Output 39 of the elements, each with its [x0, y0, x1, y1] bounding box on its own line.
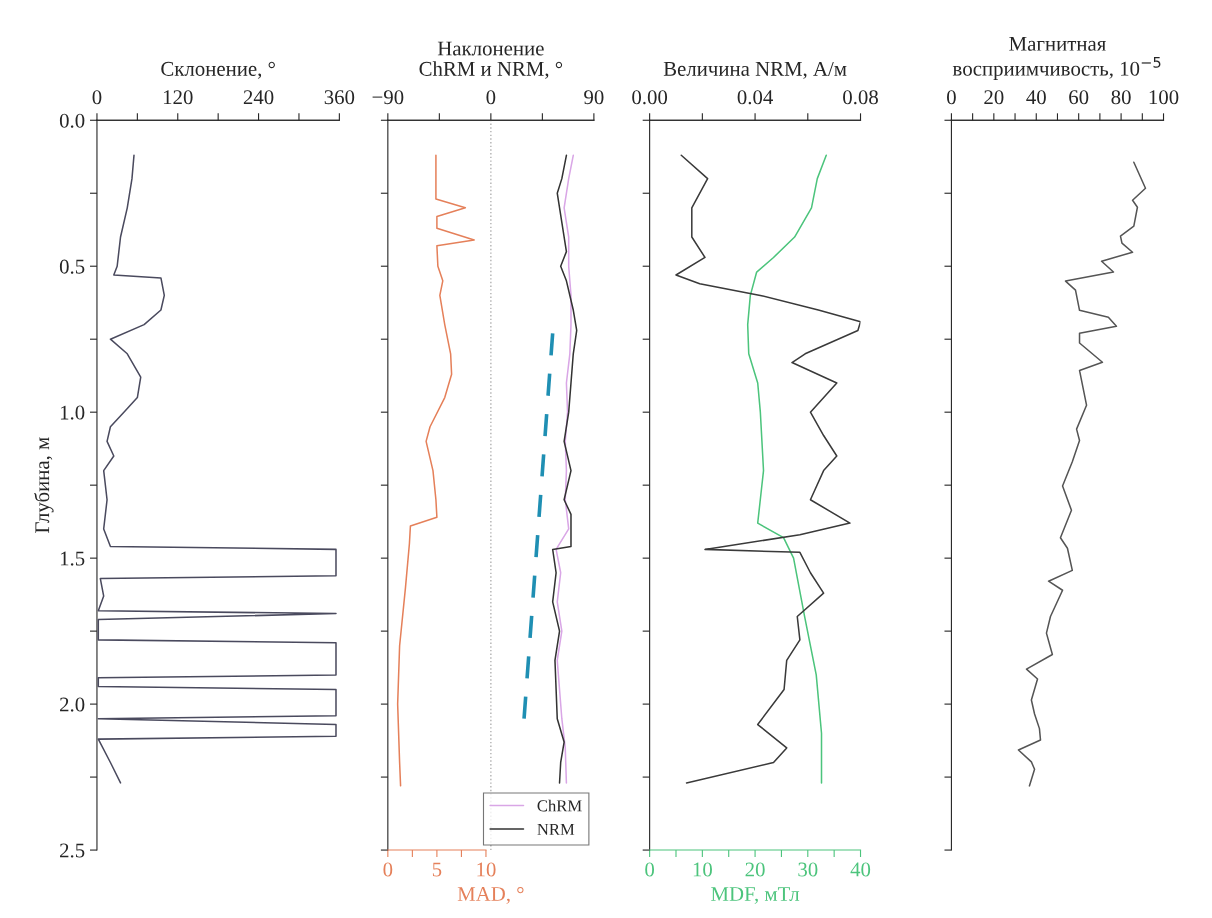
x2-tick-label: 20: [984, 90, 1004, 105]
x2-tick-label: 0: [486, 90, 496, 105]
x-tick-label: 0: [645, 862, 655, 877]
x2-tick-label: 90: [584, 90, 604, 105]
x-axis-title: MDF, мТл: [711, 887, 800, 904]
y-tick-label: 0.5: [59, 259, 85, 274]
y-tick-label: 1.5: [60, 551, 85, 566]
x2-axis-title: Величина NRM, А/м: [663, 61, 847, 79]
x2-tick-label: 80: [1111, 90, 1131, 105]
x2-tick-label: 60: [1069, 90, 1089, 105]
y-tick-label: 0.0: [59, 113, 85, 128]
x-axis-title: MAD, °: [457, 886, 524, 904]
x2-tick-label: 40: [1026, 90, 1046, 105]
y-tick-label: 2.5: [60, 843, 85, 858]
x-tick-label: 5: [432, 862, 442, 877]
y-axis-title: Глубина, м: [34, 437, 54, 533]
x2-tick-label: 0.00: [632, 90, 668, 105]
x-tick-label: 40: [850, 862, 871, 877]
x2-tick-label: 100: [1149, 90, 1179, 105]
x2-tick-label: 240: [243, 90, 274, 105]
x2-tick-label: 0: [92, 90, 102, 105]
legend-label: NRM: [537, 823, 575, 835]
x-tick-label: 10: [693, 862, 712, 877]
x2-axis-title: Магнитная восприимчивость, 10$^{−5}$: [952, 36, 1161, 80]
x-tick-label: 30: [798, 862, 818, 877]
x2-tick-label: 120: [163, 90, 193, 105]
x2-axis-title: Склонение, °: [161, 61, 275, 79]
x2-tick-label: 0.08: [843, 90, 878, 105]
x-tick-label: 10: [477, 862, 496, 877]
legend-label: ChRM: [537, 799, 582, 812]
x-tick-label: 0: [383, 862, 393, 877]
y-tick-label: 2.0: [60, 697, 85, 712]
x2-tick-label: −90: [372, 90, 404, 105]
y-tick-label: 1.0: [60, 405, 85, 420]
x-tick-label: 20: [745, 862, 765, 877]
x2-tick-label: 0: [947, 90, 956, 105]
x2-axis-title: Наклонение ChRM и NRM, °: [419, 41, 563, 79]
x2-tick-label: 0.04: [737, 90, 773, 105]
x2-tick-label: 360: [324, 90, 355, 105]
